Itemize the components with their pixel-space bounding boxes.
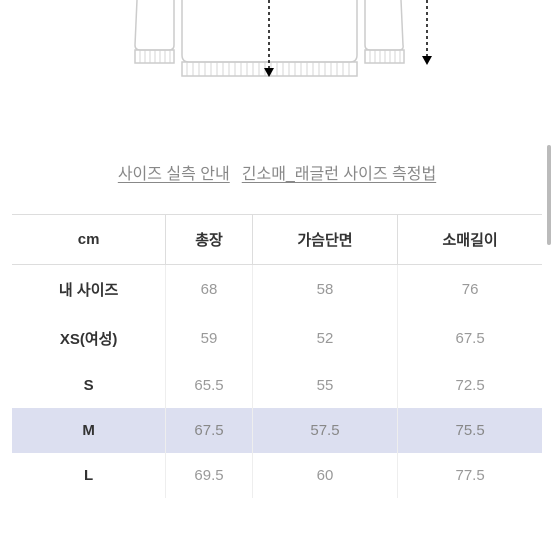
raglan-method-link[interactable]: 긴소매_래글런 사이즈 측정법 [242, 160, 436, 184]
table-row: M67.557.575.5 [12, 408, 542, 453]
row-label: XS(여성) [12, 314, 166, 363]
cell-value: 65.5 [166, 363, 253, 408]
row-label: 내 사이즈 [12, 265, 166, 315]
measurement-links: 사이즈 실측 안내 긴소매_래글런 사이즈 측정법 [12, 160, 542, 184]
table-row: XS(여성)595267.5 [12, 314, 542, 363]
cell-value: 59 [166, 314, 253, 363]
cell-value: 75.5 [398, 408, 542, 453]
sweater-outline-svg [107, 0, 447, 105]
cell-value: 55 [252, 363, 397, 408]
cell-value: 52 [252, 314, 397, 363]
measurement-diagram [0, 0, 554, 105]
cell-value: 60 [252, 453, 397, 498]
column-header: 총장 [166, 215, 253, 265]
measurement-guide-link[interactable]: 사이즈 실측 안내 [118, 160, 230, 184]
cell-value: 67.5 [166, 408, 253, 453]
row-label: S [12, 363, 166, 408]
size-table: cm 총장 가슴단면 소매길이 내 사이즈685876XS(여성)595267.… [12, 214, 542, 498]
row-label: L [12, 453, 166, 498]
table-header-row: cm 총장 가슴단면 소매길이 [12, 215, 542, 265]
cell-value: 69.5 [166, 453, 253, 498]
scrollbar[interactable] [547, 145, 551, 245]
cell-value: 77.5 [398, 453, 542, 498]
column-header: 가슴단면 [252, 215, 397, 265]
table-row: S65.55572.5 [12, 363, 542, 408]
table-row: 내 사이즈685876 [12, 265, 542, 315]
row-label: M [12, 408, 166, 453]
cell-value: 58 [252, 265, 397, 315]
cell-value: 68 [166, 265, 253, 315]
cell-value: 76 [398, 265, 542, 315]
table-row: L69.56077.5 [12, 453, 542, 498]
column-header: 소매길이 [398, 215, 542, 265]
cell-value: 72.5 [398, 363, 542, 408]
cell-value: 67.5 [398, 314, 542, 363]
unit-header: cm [12, 215, 166, 265]
cell-value: 57.5 [252, 408, 397, 453]
